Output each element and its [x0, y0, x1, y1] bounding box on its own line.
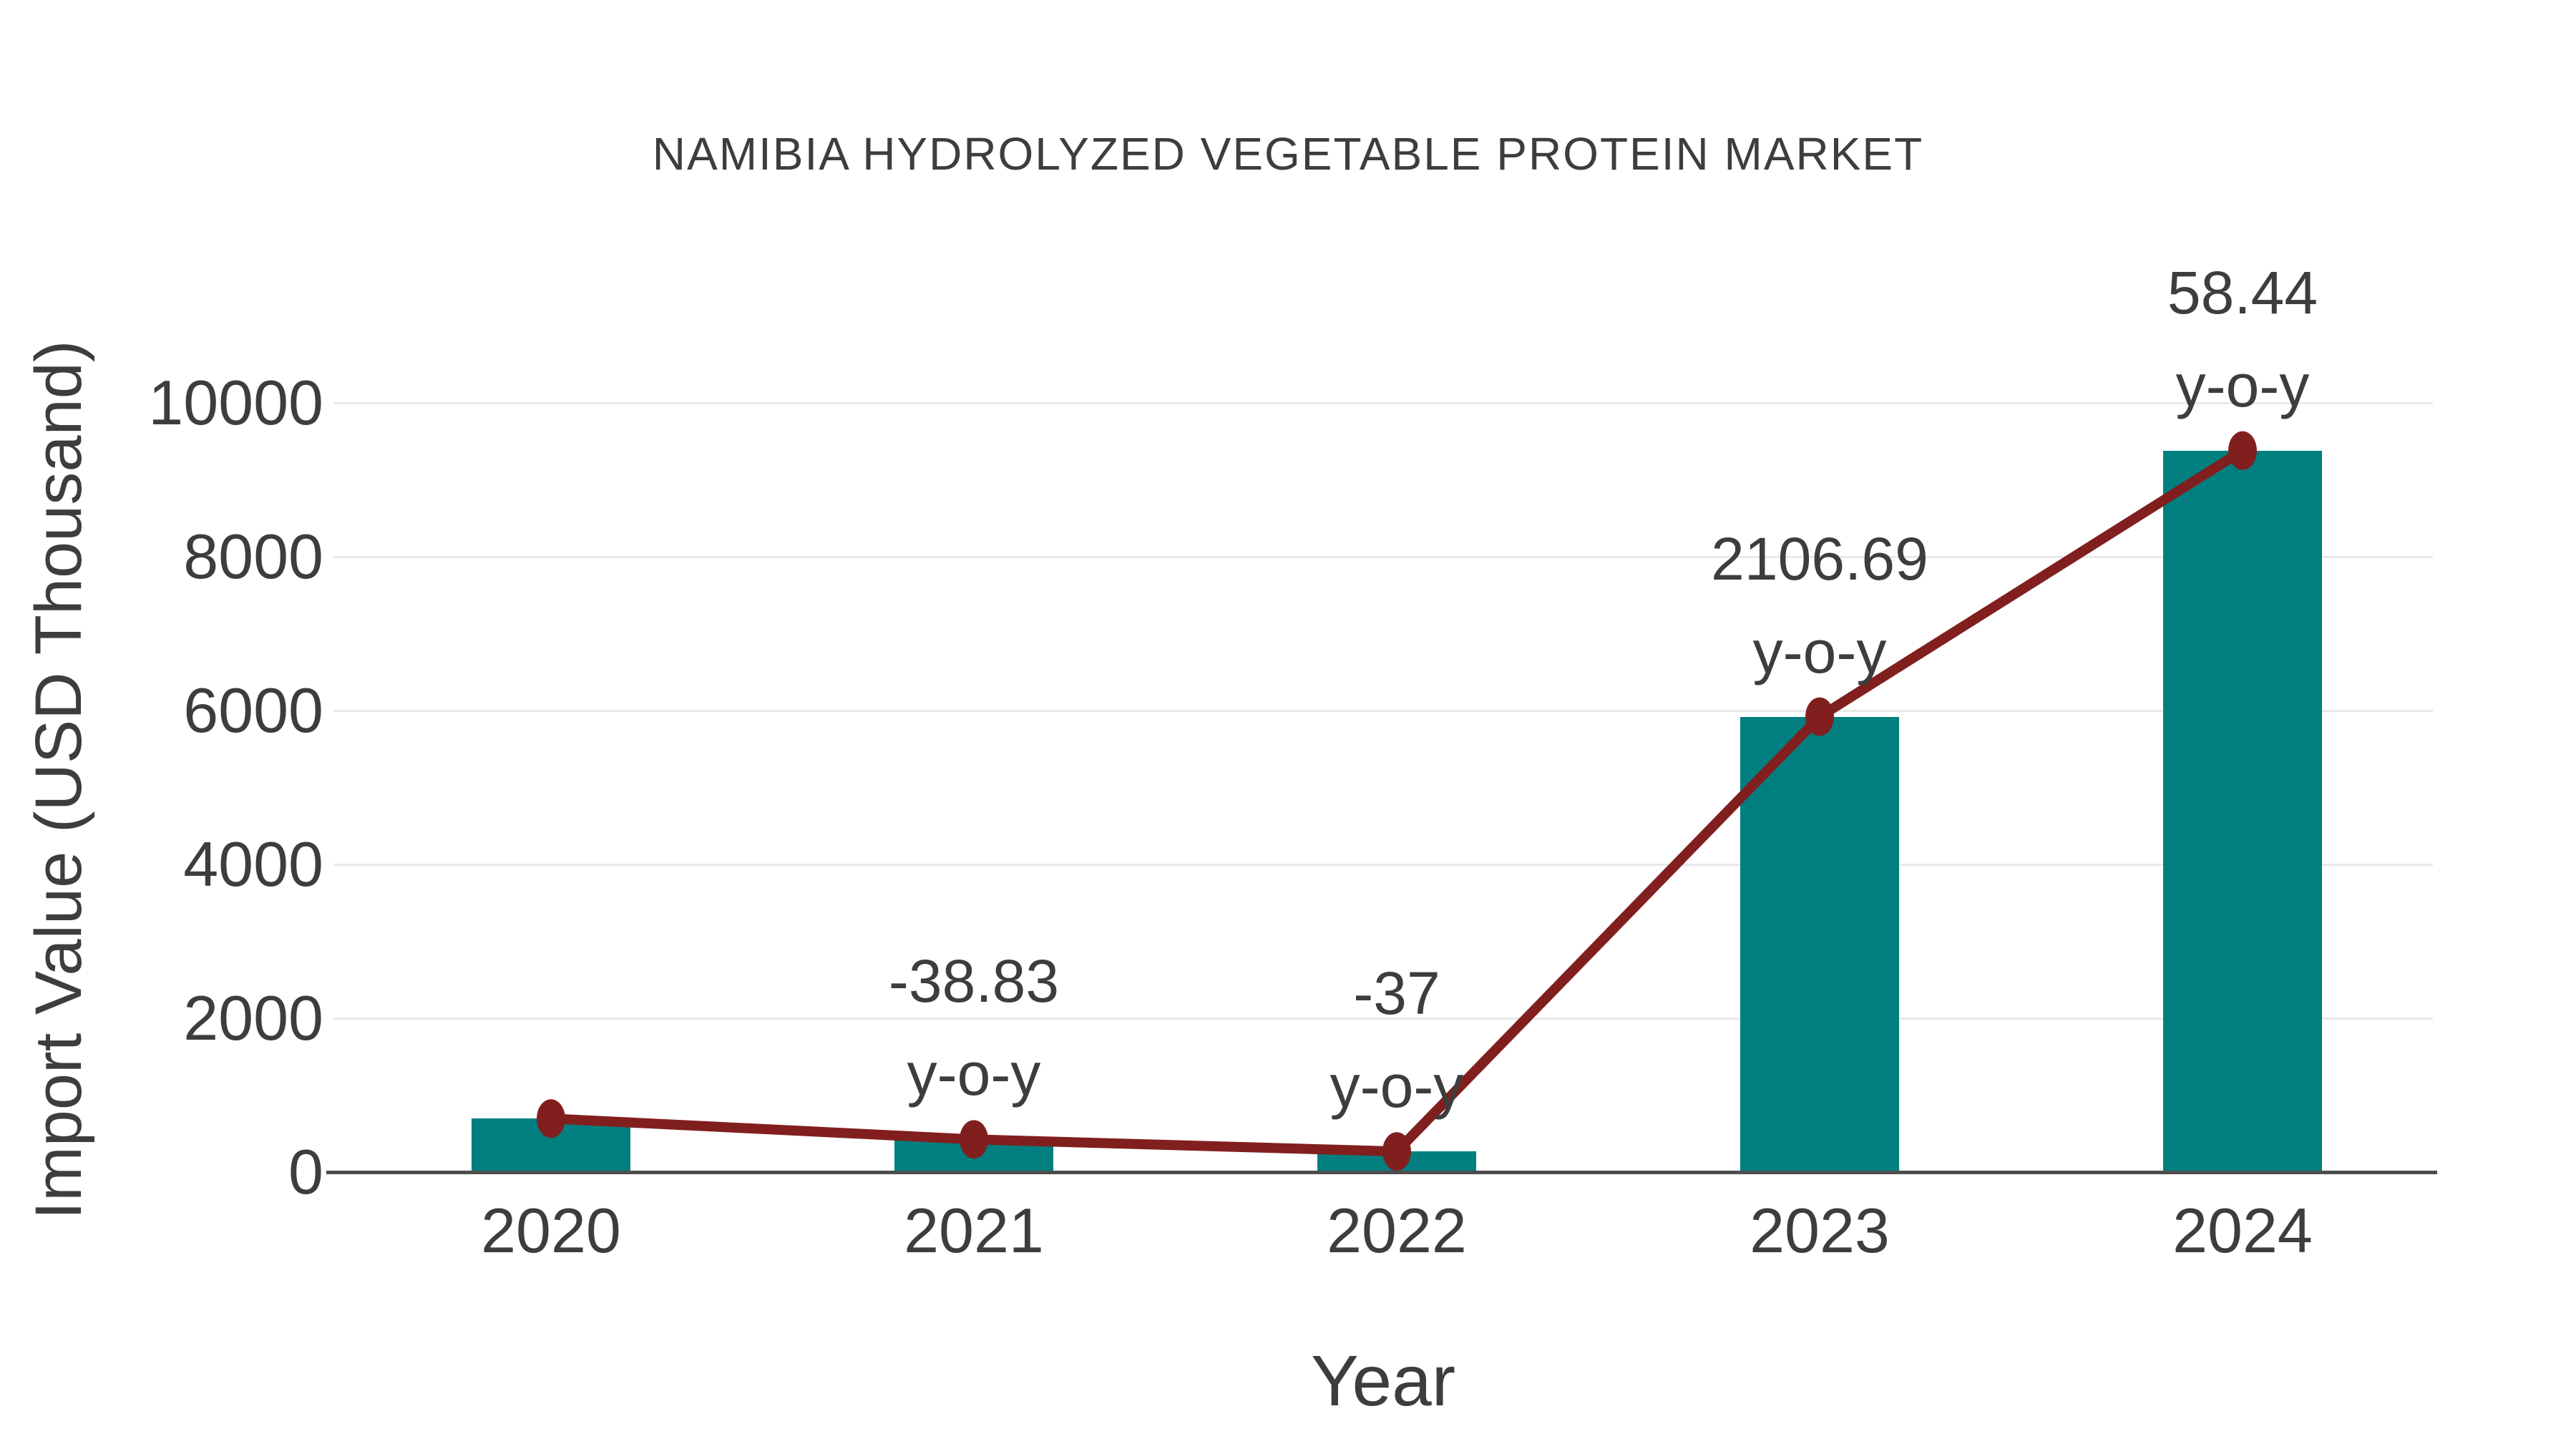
chart-title: NAMIBIA HYDROLYZED VEGETABLE PROTEIN MAR…: [652, 128, 1924, 180]
plot-area: -38.83 y-o-y -37 y-o-y 2106.69 y-o-y 58.44 y-o-…: [333, 259, 2433, 1172]
y-tick-label-2000: 2000: [183, 982, 323, 1053]
trend-point-2024: [2228, 431, 2257, 470]
y-tick-label-0: 0: [288, 1136, 323, 1207]
x-tick-label-2024: 2024: [2172, 1195, 2313, 1266]
annotation-value-2024: 58.44: [2167, 258, 2318, 326]
x-axis-title: Year: [1310, 1341, 1456, 1421]
gridline-8000: [333, 555, 2433, 558]
x-tick-label-2022: 2022: [1327, 1195, 1467, 1266]
annotation-2023: 2106.69 y-o-y: [1569, 512, 2070, 698]
annotation-value-2023: 2106.69: [1711, 525, 1928, 592]
y-tick-label-8000: 8000: [183, 521, 323, 592]
x-tick-label-2020: 2020: [481, 1195, 621, 1266]
annotation-value-2022: -37: [1353, 960, 1440, 1028]
x-axis-line: [326, 1171, 2437, 1174]
y-tick-label-4000: 4000: [183, 829, 323, 899]
annotation-2022: -37 y-o-y: [1146, 947, 1647, 1133]
annotation-suffix-2022: y-o-y: [1330, 1053, 1464, 1121]
annotation-2021: -38.83 y-o-y: [723, 935, 1224, 1121]
annotation-suffix-2023: y-o-y: [1752, 618, 1887, 686]
trend-point-2021: [960, 1120, 988, 1159]
y-tick-label-10000: 10000: [148, 367, 323, 438]
trend-point-2022: [1382, 1132, 1411, 1171]
trend-point-2023: [1805, 697, 1834, 736]
gridline-10000: [333, 401, 2433, 404]
trend-point-2020: [537, 1099, 565, 1138]
annotation-2024: 58.44 y-o-y: [1992, 246, 2493, 432]
y-tick-label-6000: 6000: [183, 675, 323, 746]
bar-2023: [1740, 716, 1899, 1172]
gridline-4000: [333, 863, 2433, 866]
trend-line-layer: [537, 431, 2257, 1171]
gridline-6000: [333, 709, 2433, 712]
annotation-suffix-2024: y-o-y: [2175, 351, 2310, 419]
gridline-2000: [333, 1017, 2433, 1020]
annotation-suffix-2021: y-o-y: [907, 1040, 1041, 1108]
annotation-value-2021: -38.83: [888, 947, 1060, 1015]
x-tick-label-2023: 2023: [1750, 1195, 1890, 1266]
x-tick-label-2021: 2021: [904, 1195, 1044, 1266]
bar-2024: [2163, 450, 2322, 1172]
